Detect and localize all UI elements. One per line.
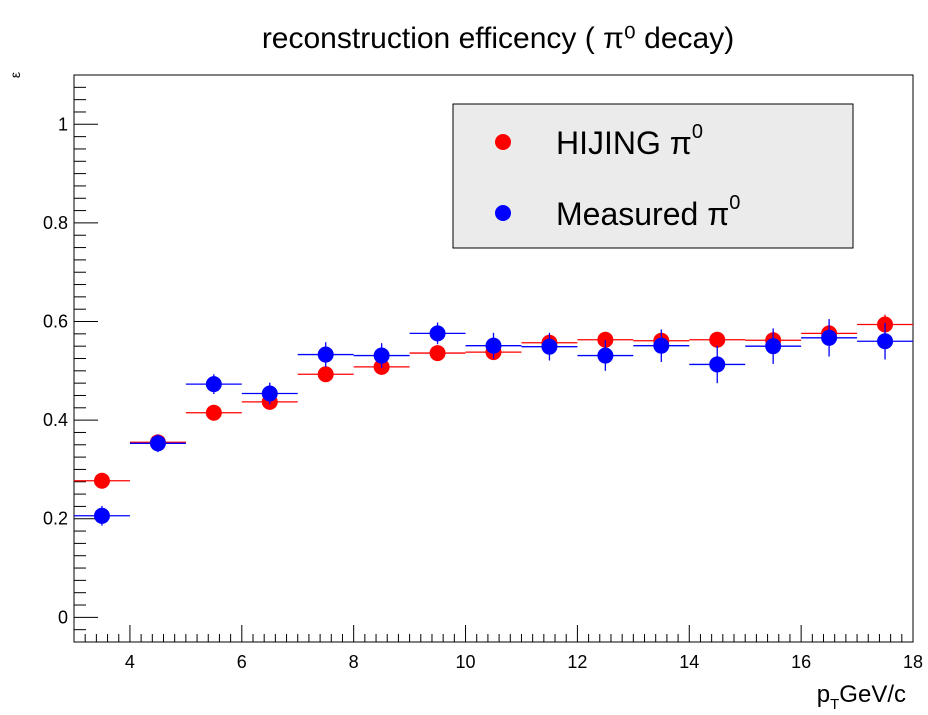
chart-title: reconstruction efficency ( π⁰ decay) (262, 22, 734, 55)
data-series (74, 314, 913, 526)
data-point (541, 338, 558, 355)
legend: HIJING π0 Measured π0 (452, 103, 854, 249)
data-point (317, 346, 334, 363)
y-tick-label: 0.4 (43, 410, 68, 430)
x-tick-label: 18 (903, 652, 923, 672)
data-point (205, 404, 222, 421)
series-measured (74, 319, 913, 526)
data-point (821, 329, 838, 346)
data-point (429, 345, 446, 362)
data-point (205, 376, 222, 393)
data-point (429, 325, 446, 342)
y-tick-label: 0.8 (43, 213, 68, 233)
data-point (93, 472, 110, 489)
data-point (709, 331, 726, 348)
y-tick-label: 0.2 (43, 509, 68, 529)
data-point (149, 435, 166, 452)
x-axis-label-sub: T (830, 696, 839, 713)
y-axis-ticks: 0 0.2 0.4 0.6 0.8 1 (43, 74, 98, 643)
legend-marker-hijing (495, 134, 511, 150)
data-point (373, 347, 390, 364)
legend-label-measured: Measured π (556, 196, 729, 232)
data-point (93, 507, 110, 524)
y-axis-label: ε (7, 72, 23, 78)
legend-label-hijing: HIJING π (556, 125, 692, 161)
x-tick-label: 12 (567, 652, 587, 672)
legend-box (452, 103, 854, 249)
legend-sup-hijing: 0 (692, 121, 703, 143)
legend-sup-measured: 0 (729, 192, 740, 214)
data-point (877, 333, 894, 350)
data-point (709, 356, 726, 373)
legend-marker-measured (495, 205, 511, 221)
y-tick-label: 0.6 (43, 312, 68, 332)
y-tick-label: 1 (58, 114, 68, 134)
x-tick-label: 16 (791, 652, 811, 672)
x-tick-label: 10 (456, 652, 476, 672)
data-point (765, 338, 782, 355)
x-tick-label: 6 (237, 652, 247, 672)
legend-entry-hijing: HIJING π0 (556, 121, 703, 161)
data-point (317, 366, 334, 383)
x-axis-ticks: 4 6 8 10 12 14 16 18 (73, 625, 923, 672)
legend-entry-measured: Measured π0 (556, 192, 740, 232)
y-tick-label: 0 (58, 607, 68, 627)
data-point (653, 337, 670, 354)
data-point (597, 347, 614, 364)
x-axis-label-main: p (817, 681, 830, 708)
x-tick-label: 8 (349, 652, 359, 672)
data-point (261, 385, 278, 402)
x-tick-label: 4 (125, 652, 135, 672)
data-point (597, 331, 614, 348)
x-axis-label-unit: GeV/c (839, 681, 906, 708)
x-tick-label: 14 (679, 652, 699, 672)
x-axis-label: pTGeV/c (817, 681, 906, 713)
data-point (485, 337, 502, 354)
